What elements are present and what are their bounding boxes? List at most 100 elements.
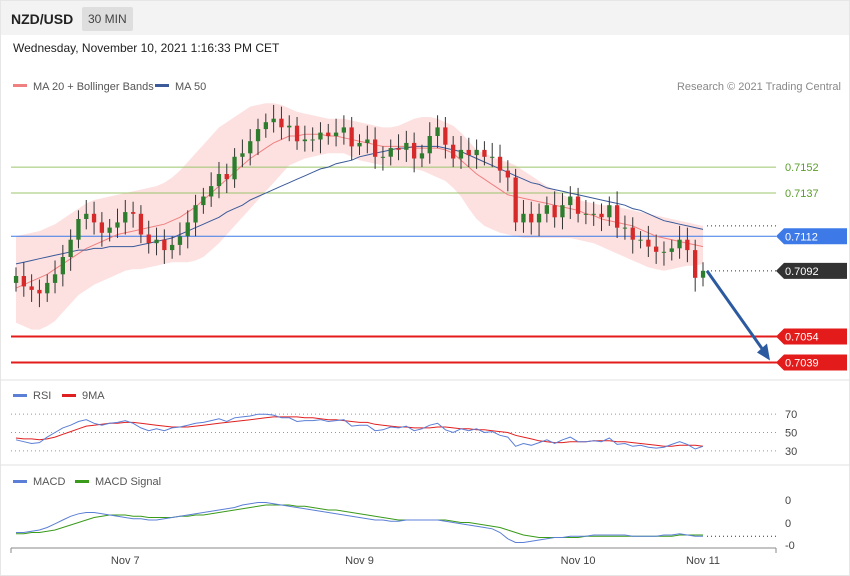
instrument-title: NZD/USD <box>11 11 74 27</box>
candle-body <box>466 149 471 156</box>
candle-body <box>505 170 510 178</box>
top-bar: NZD/USD 30 MIN <box>1 1 849 35</box>
candle-body <box>91 213 97 223</box>
candle-body <box>490 156 495 158</box>
candle-body <box>661 251 667 253</box>
candle-body <box>99 222 104 233</box>
x-tick-label: Nov 9 <box>345 555 374 567</box>
candle-body <box>700 270 706 278</box>
macd-tick-label: -0 <box>785 540 795 552</box>
macd-panel: 0 0 -0 <box>16 495 795 552</box>
x-tick-label: Nov 11 <box>686 555 720 567</box>
candle-body <box>333 132 339 137</box>
candle-body <box>170 244 175 251</box>
candle-body <box>591 213 596 215</box>
macd-signal-line <box>16 504 703 538</box>
candle-body <box>146 234 151 244</box>
macd-tick-label: 0 <box>785 495 791 507</box>
rsi-tick-label: 30 <box>785 446 797 458</box>
support-level-tag <box>776 328 847 345</box>
candle-body <box>310 139 315 141</box>
macd-legend-label: MACD <box>33 476 65 488</box>
candle-body <box>443 127 448 145</box>
candle-body <box>224 174 229 180</box>
candle-body <box>451 144 456 159</box>
rsi-panel: 70 50 30 <box>11 409 797 458</box>
candle-body <box>107 227 112 233</box>
candle-body <box>240 153 245 157</box>
candle-body <box>482 149 487 157</box>
candle-body <box>201 196 206 206</box>
candle-body <box>279 118 284 128</box>
candle-body <box>60 257 65 275</box>
x-axis: Nov 7 Nov 9 Nov 10 Nov 11 <box>10 548 777 567</box>
candle-body <box>373 139 378 157</box>
forecast-arrow-head <box>757 343 770 361</box>
candle-body <box>154 239 159 244</box>
candle-body <box>349 127 354 147</box>
rsi-ma-legend-swatch <box>62 394 76 397</box>
support-level-tag <box>776 354 847 371</box>
timeframe-button[interactable]: 30 MIN <box>82 7 133 31</box>
macd-line <box>16 502 703 543</box>
candle-body <box>255 129 261 142</box>
candle-body <box>388 148 393 157</box>
candle-body <box>271 118 276 123</box>
candle-body <box>521 213 526 223</box>
candle-body <box>365 139 370 143</box>
candle-body <box>294 125 300 142</box>
candle-body <box>193 205 198 223</box>
macd-signal-legend-label: MACD Signal <box>95 476 161 488</box>
copyright-text: Research © 2021 Trading Central <box>677 81 841 93</box>
candle-body <box>536 213 542 223</box>
candle-body <box>138 213 144 235</box>
ma20-legend-swatch <box>13 84 27 87</box>
macd-signal-legend-swatch <box>75 480 89 483</box>
candle-body <box>115 222 120 228</box>
candle-body <box>568 196 573 206</box>
pivot-level-label: 0.7112 <box>785 231 818 243</box>
candle-body <box>427 136 432 154</box>
rsi-legend-label: RSI <box>33 390 51 402</box>
candle-body <box>419 153 425 159</box>
candle-body <box>248 141 253 154</box>
resistance-level-label: 0.7152 <box>785 162 819 174</box>
rsi-tick-label: 50 <box>785 428 797 440</box>
candle-body <box>583 213 589 215</box>
x-tick-label: Nov 10 <box>561 555 596 567</box>
candle-body <box>607 205 612 218</box>
candle-body <box>185 222 190 237</box>
forecast-arrow-shaft <box>705 269 766 353</box>
candle-body <box>497 156 503 171</box>
candle-body <box>162 239 167 251</box>
candle-body <box>84 213 89 219</box>
candle-body <box>216 174 222 187</box>
candle-body <box>412 142 417 159</box>
candle-body <box>318 132 323 140</box>
support-level-label: 0.7054 <box>785 332 819 344</box>
rsi-ma-legend-label: 9MA <box>82 390 105 402</box>
pivot-level-tag <box>776 228 847 245</box>
candle-body <box>630 227 635 240</box>
candle-body <box>45 282 50 294</box>
rsi-legend-swatch <box>13 394 27 397</box>
ma50-line <box>15 145 704 265</box>
candle-body <box>677 239 682 249</box>
candle-body <box>263 122 268 130</box>
current-level-tag <box>776 262 847 279</box>
candle-body <box>654 246 659 252</box>
candle-body <box>123 212 128 223</box>
candle-body <box>435 127 440 136</box>
support-level-label: 0.7039 <box>785 357 819 369</box>
candle-body <box>131 212 136 214</box>
candle-body <box>177 236 183 245</box>
candle-body <box>76 219 81 240</box>
candle-body <box>693 250 698 278</box>
candle-body <box>669 248 674 252</box>
candle-body <box>302 139 307 142</box>
macd-tick-label: 0 <box>785 518 791 530</box>
ma50-legend-swatch <box>155 84 169 87</box>
rsi-line <box>15 413 704 450</box>
candle-body <box>575 196 581 214</box>
candle-body <box>544 205 549 214</box>
